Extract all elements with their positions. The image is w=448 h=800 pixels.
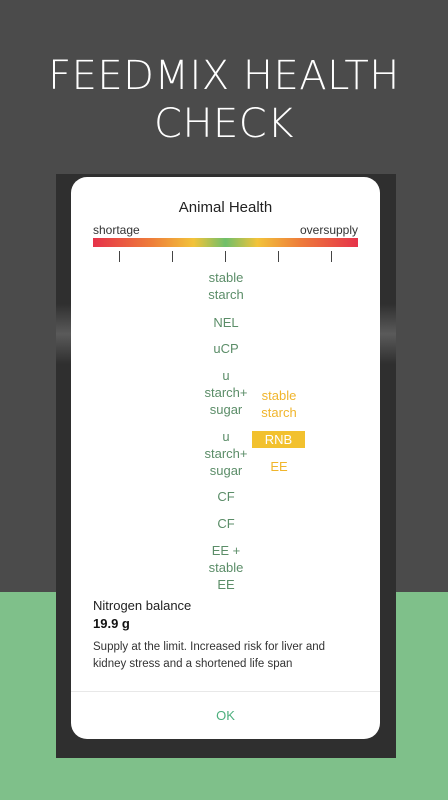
scale-tick bbox=[172, 251, 173, 262]
rnb-badge: RNB bbox=[252, 431, 305, 448]
scale-tick bbox=[331, 251, 332, 262]
nutrient-cf: CF bbox=[217, 516, 235, 531]
divider bbox=[71, 691, 380, 692]
nutrient-u-starch-sugar: u starch+ sugar bbox=[204, 368, 248, 417]
promo-title-line1: FEEDMIX HEALTH bbox=[48, 53, 400, 99]
nutrient-ee-warning: EE bbox=[270, 459, 288, 474]
nitrogen-balance-description: Supply at the limit. Increased risk for … bbox=[93, 641, 326, 670]
scale-shortage-label: shortage bbox=[93, 223, 140, 237]
animal-health-dialog: Animal Health shortage oversupply stable… bbox=[71, 177, 380, 739]
scale-tick bbox=[225, 251, 226, 262]
nutrient-stable-starch-warning: stable starch bbox=[261, 388, 297, 420]
nutrient-ucp: uCP bbox=[213, 341, 239, 356]
scale-oversupply-label: oversupply bbox=[299, 223, 358, 237]
scale-tick bbox=[278, 251, 279, 262]
nitrogen-balance-label: Nitrogen balance bbox=[93, 598, 192, 613]
promo-title: FEEDMIX HEALTH CHECK bbox=[0, 52, 448, 148]
nutrient-stable-starch: stable starch bbox=[208, 270, 244, 302]
nutrient-cf: CF bbox=[217, 489, 235, 504]
nitrogen-balance-value: 19.9 g bbox=[93, 616, 130, 631]
promo-title-line2: CHECK bbox=[154, 101, 294, 147]
nutrient-ee-stable-ee: EE + stable EE bbox=[208, 543, 244, 592]
nutrient-u-starch-sugar: u starch+ sugar bbox=[204, 429, 248, 478]
scale-tick bbox=[119, 251, 120, 262]
nutrient-nel: NEL bbox=[213, 315, 239, 330]
ok-button[interactable]: OK bbox=[216, 708, 235, 723]
health-gradient-bar bbox=[93, 238, 358, 247]
dialog-title: Animal Health bbox=[178, 199, 273, 216]
